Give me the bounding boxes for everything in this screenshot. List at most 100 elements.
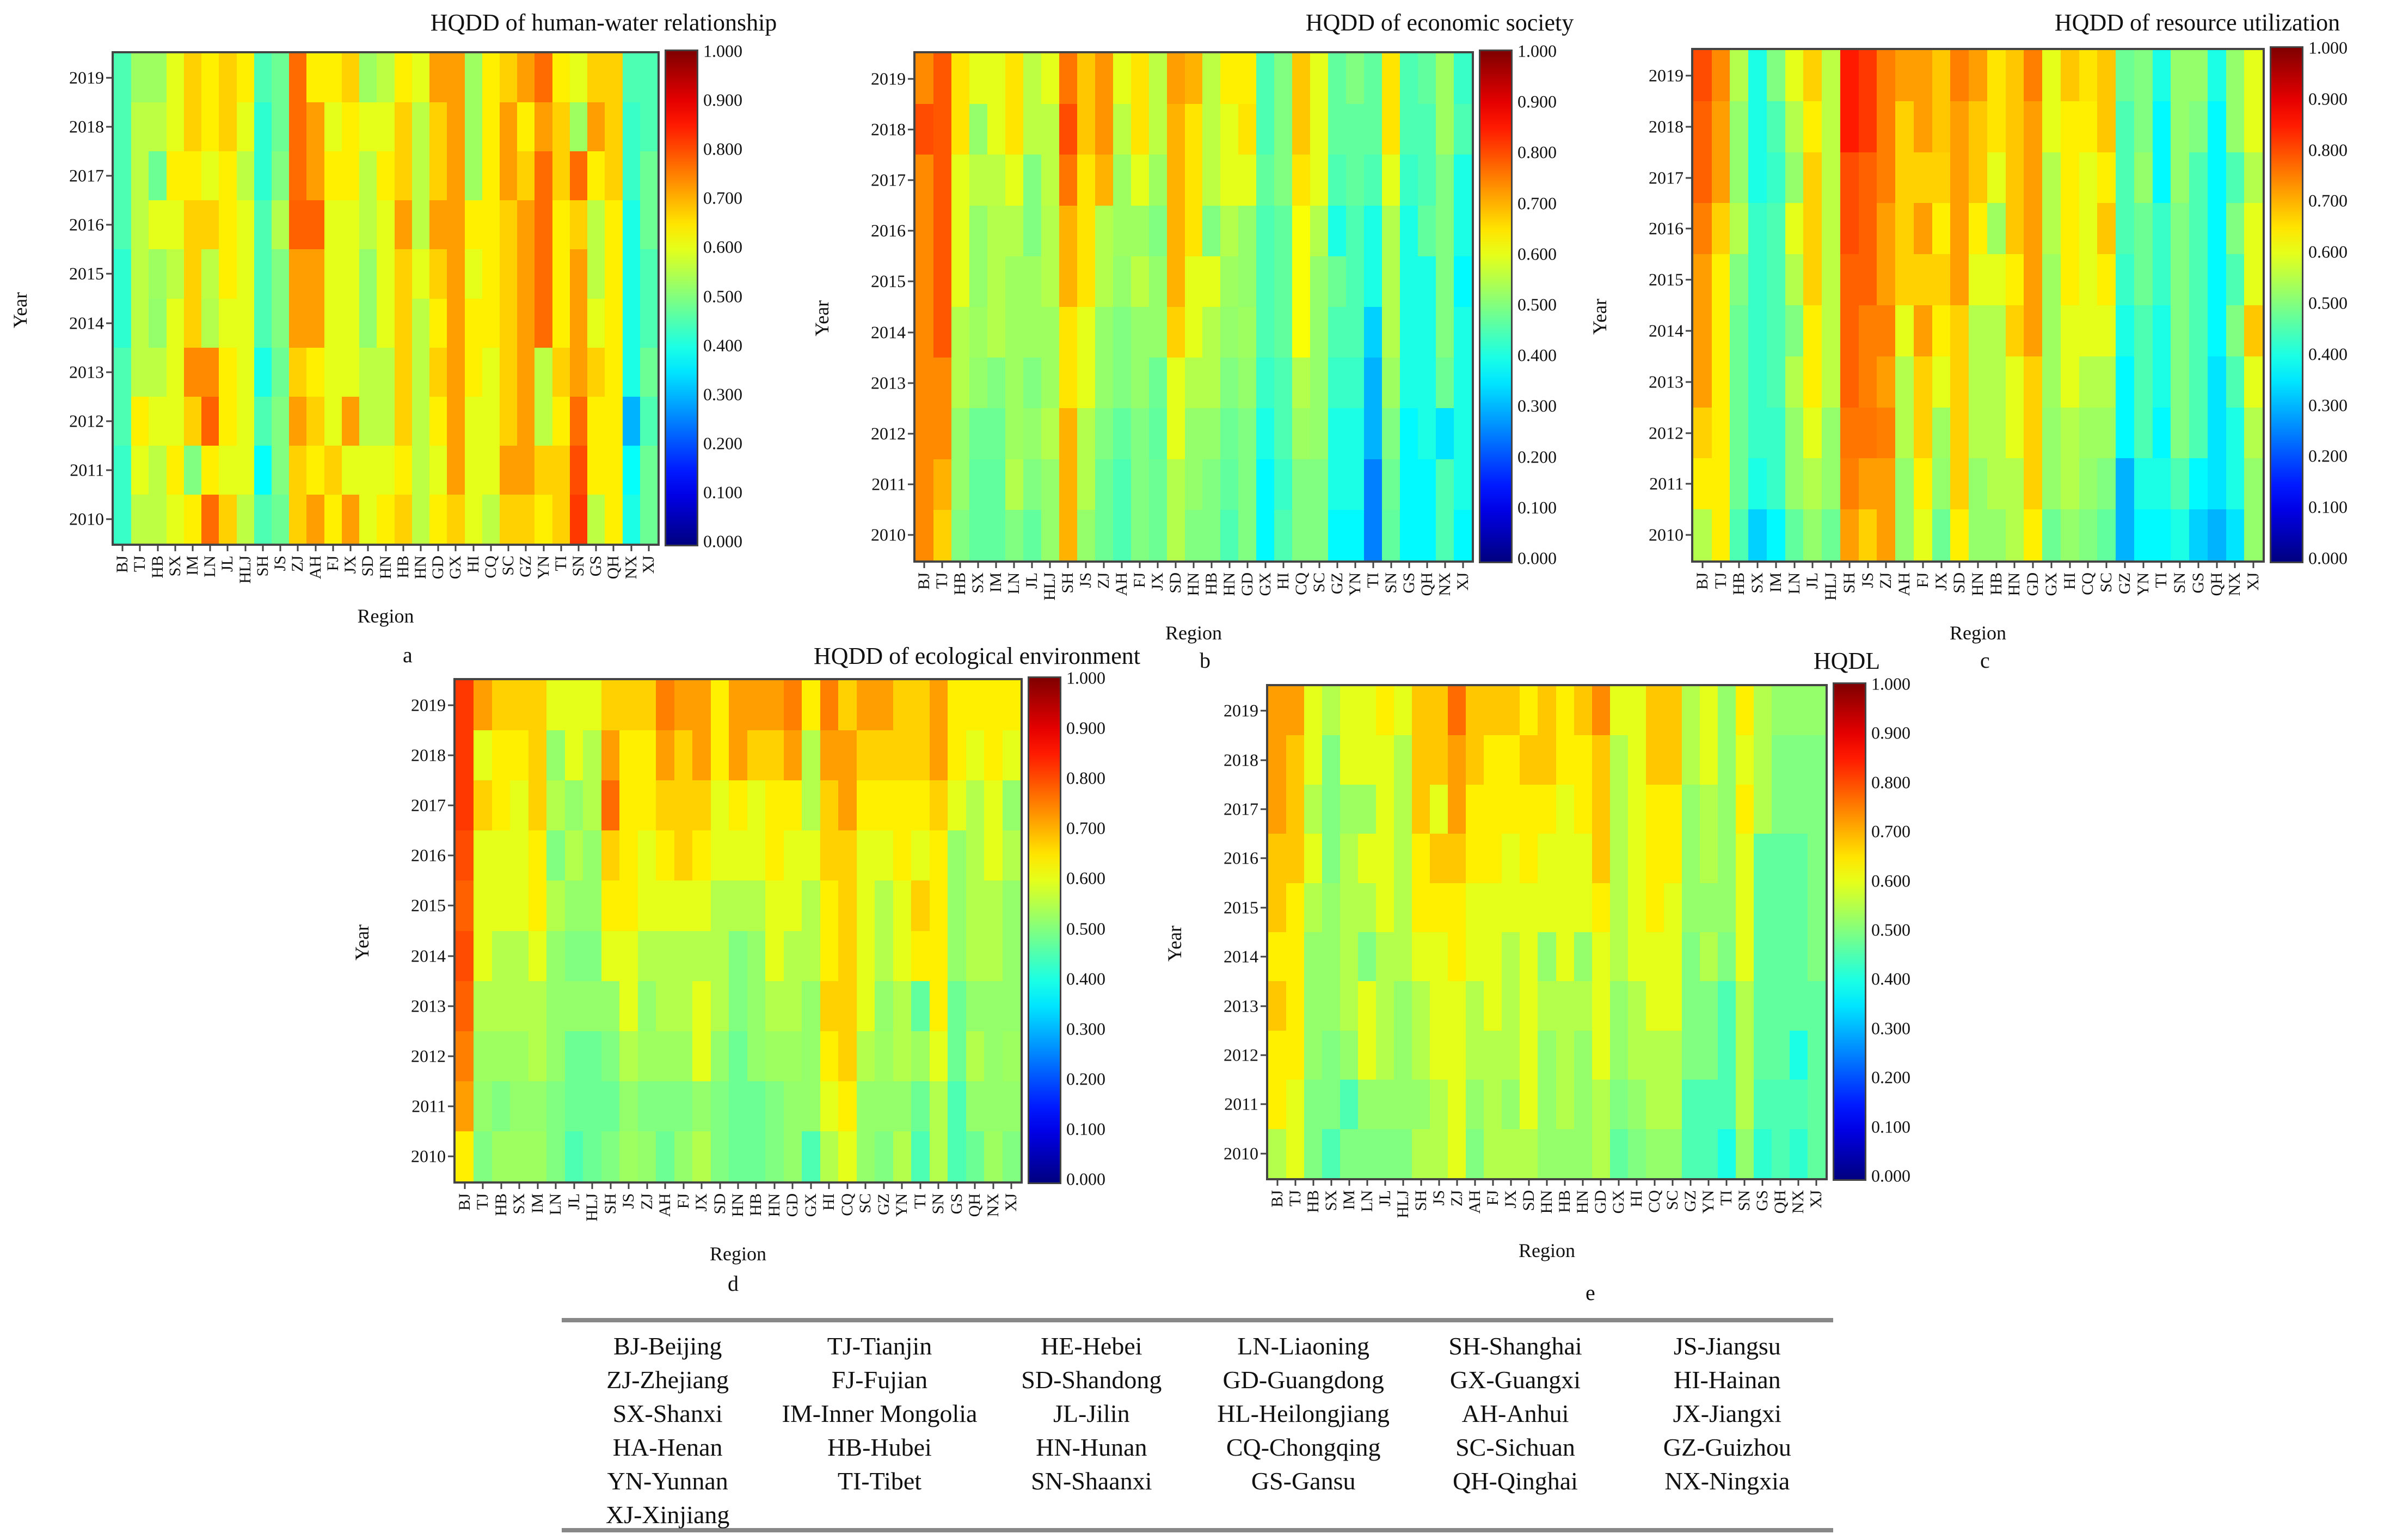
x-tick-mark <box>901 1181 903 1189</box>
heatmap-cell <box>517 53 535 103</box>
x-tick-label: HLJ <box>236 556 254 584</box>
heatmap-cell <box>601 1081 620 1132</box>
x-tick-mark <box>1420 1178 1422 1186</box>
heatmap-cell <box>1822 50 1841 102</box>
heatmap-cell <box>1274 155 1293 206</box>
y-tick-mark <box>448 1105 456 1107</box>
heatmap-cell <box>2097 254 2116 306</box>
heatmap-cell <box>254 102 272 152</box>
heatmap-cell <box>1002 931 1021 982</box>
heatmap-cell <box>1466 735 1484 785</box>
heatmap-cell <box>984 730 1003 781</box>
heatmap-cell <box>605 102 623 152</box>
y-tick-label: 2014 <box>1224 946 1258 966</box>
heatmap-cell <box>987 256 1006 307</box>
heatmap-cell <box>1274 205 1293 257</box>
x-tick-mark <box>956 1181 958 1189</box>
y-tick-label: 2016 <box>871 220 906 241</box>
heatmap-cell <box>1932 101 1951 153</box>
y-tick-label: 2018 <box>871 119 906 139</box>
x-tick-mark <box>1139 560 1141 568</box>
x-tick-mark <box>846 1181 849 1189</box>
x-tick-mark <box>1775 560 1777 568</box>
heatmap-cell <box>622 102 641 152</box>
heatmap-cell <box>219 347 237 397</box>
heatmap-cell <box>2042 509 2061 560</box>
x-tick-mark <box>1738 560 1740 568</box>
heatmap-cell <box>236 102 255 152</box>
legend-item: AH-Anhui <box>1461 1400 1569 1427</box>
heatmap-cell <box>1002 680 1021 731</box>
y-tick-label: 2017 <box>1224 799 1258 819</box>
colorbar-tick-label: 0.200 <box>2308 446 2348 466</box>
x-tick-mark <box>1797 1178 1799 1186</box>
heatmap-cell <box>1436 205 1454 257</box>
heatmap-cell <box>324 347 342 397</box>
x-axis-label: Region <box>1165 622 1222 644</box>
y-tick-label: 2011 <box>70 460 104 480</box>
legend-item: GX-Guangxi <box>1449 1366 1581 1394</box>
heatmap-cell <box>1950 203 1969 255</box>
heatmap-cell <box>1932 458 1951 510</box>
heatmap-cell <box>491 1131 511 1181</box>
heatmap-cell <box>1184 205 1203 257</box>
x-axis-label: Region <box>710 1243 766 1265</box>
x-tick-mark <box>2142 560 2145 568</box>
heatmap-cell <box>765 680 784 731</box>
heatmap-cell <box>933 53 952 104</box>
heatmap-cell <box>1418 459 1436 510</box>
heatmap-cell <box>429 200 447 250</box>
heatmap-cell <box>1735 735 1754 785</box>
heatmap-cell <box>674 680 693 731</box>
heatmap-cell <box>1364 53 1383 104</box>
heatmap-cell <box>1358 1080 1377 1130</box>
heatmap-cell <box>640 151 658 201</box>
heatmap-cell <box>987 408 1006 460</box>
heatmap-cell <box>1950 305 1969 357</box>
chart-title: HQDD of human-water relationship <box>430 9 777 36</box>
heatmap-cell <box>1238 53 1257 104</box>
heatmap-cell <box>1184 358 1203 409</box>
x-tick-mark <box>1830 560 1832 568</box>
heatmap-cell <box>1059 155 1078 206</box>
heatmap-cell <box>2189 50 2208 102</box>
legend-item: NX-Ningxia <box>1664 1467 1790 1495</box>
heatmap-cell <box>951 408 970 460</box>
x-tick-mark <box>773 1181 776 1189</box>
x-tick-mark <box>1903 560 1906 568</box>
heatmap-cell <box>166 53 185 103</box>
heatmap-cell <box>1376 1030 1394 1080</box>
heatmap-cell <box>1095 509 1114 560</box>
heatmap-cell <box>1822 203 1841 255</box>
heatmap-cell <box>2060 305 2080 357</box>
legend-item: SC-Sichuan <box>1455 1433 1575 1461</box>
x-tick-label: ZJ <box>1877 572 1895 589</box>
x-tick-mark <box>209 544 211 551</box>
heatmap-cell <box>2005 407 2024 459</box>
heatmap-cell <box>131 200 149 250</box>
legend-item: FJ-Fujian <box>831 1366 928 1394</box>
heatmap-cell <box>1645 932 1664 982</box>
x-tick-mark <box>537 1181 539 1189</box>
heatmap-cell <box>2005 356 2024 408</box>
heatmap-cell <box>1113 408 1132 460</box>
heatmap-cell <box>1113 155 1132 206</box>
heatmap-cell <box>1202 408 1221 460</box>
heatmap-cell <box>1877 203 1896 255</box>
heatmap-cell <box>2171 407 2190 459</box>
x-tick-mark <box>1995 560 1998 568</box>
heatmap-cell <box>1382 53 1400 104</box>
x-tick-label: LN <box>1005 572 1023 594</box>
heatmap-cell <box>456 830 474 881</box>
heatmap-cell <box>875 981 894 1032</box>
heatmap-cell <box>929 680 948 731</box>
heatmap-cell <box>1520 883 1538 933</box>
heatmap-cell <box>1858 50 1877 102</box>
heatmap-cell <box>1987 458 2006 510</box>
y-tick-mark <box>448 754 456 756</box>
heatmap-cell <box>528 981 547 1032</box>
heatmap-cell <box>1059 358 1078 409</box>
heatmap-cell <box>619 931 638 982</box>
heatmap-cell <box>2079 50 2098 102</box>
heatmap-cell <box>838 780 857 831</box>
